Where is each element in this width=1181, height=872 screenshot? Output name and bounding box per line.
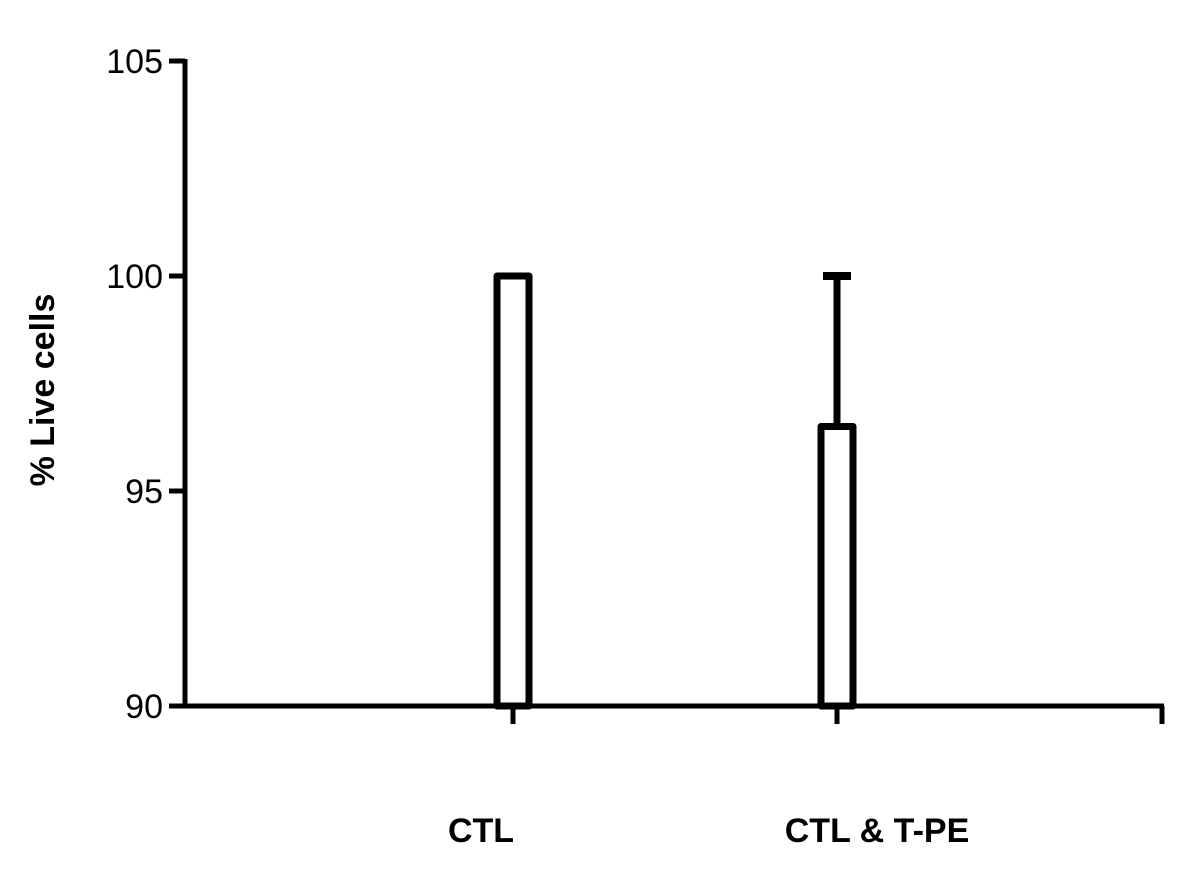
y-axis-title: % Live cells bbox=[24, 294, 62, 487]
x-axis: CTL CTL & T-PE bbox=[183, 703, 1165, 850]
y-tick-label: 105 bbox=[106, 43, 163, 81]
bar bbox=[817, 423, 857, 710]
x-category-label: CTL & T-PE bbox=[785, 812, 970, 850]
y-tick-label: 100 bbox=[106, 258, 163, 296]
bars bbox=[493, 272, 857, 710]
y-axis: 90 95 100 105 bbox=[106, 43, 188, 726]
x-category-label: CTL bbox=[448, 812, 514, 850]
y-tick-label: 95 bbox=[125, 473, 163, 511]
y-tick-label: 90 bbox=[125, 688, 163, 726]
bar bbox=[493, 272, 533, 710]
